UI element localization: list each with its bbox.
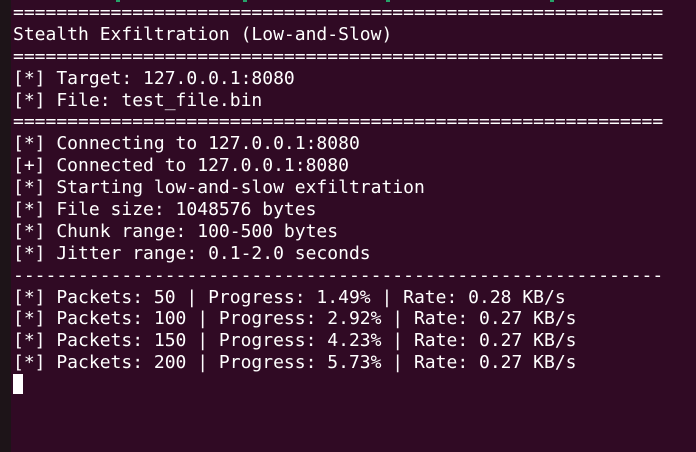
file-line: [*] File: test_file.bin: [13, 89, 263, 111]
previous-output-fragment: [0, 0, 696, 3]
window-left-edge: [0, 0, 11, 452]
log-line: [*] File size: 1048576 bytes: [13, 199, 317, 221]
terminal-output[interactable]: ========================================…: [13, 2, 696, 396]
log-line: [*] Starting low-and-slow exfiltration: [13, 177, 425, 199]
separator-line: ========================================…: [13, 2, 664, 23]
banner-title: Stealth Exfiltration (Low-and-Slow): [13, 23, 393, 45]
separator-line: ========================================…: [13, 111, 664, 133]
log-line: [*] Chunk range: 100-500 bytes: [13, 220, 339, 242]
log-line: [*] Jitter range: 0.1-2.0 seconds: [13, 242, 371, 264]
progress-line: [*] Packets: 100 | Progress: 2.92% | Rat…: [13, 308, 577, 330]
progress-line: [*] Packets: 50 | Progress: 1.49% | Rate…: [13, 286, 566, 308]
terminal-cursor: [13, 374, 23, 395]
progress-line: [*] Packets: 200 | Progress: 5.73% | Rat…: [13, 352, 577, 374]
dash-separator: ----------------------------------------…: [13, 264, 664, 286]
target-line: [*] Target: 127.0.0.1:8080: [13, 67, 295, 89]
log-line: [*] Connecting to 127.0.0.1:8080: [13, 133, 360, 155]
progress-line: [*] Packets: 150 | Progress: 4.23% | Rat…: [13, 330, 577, 352]
log-line: [+] Connected to 127.0.0.1:8080: [13, 155, 349, 177]
separator-line: ========================================…: [13, 45, 664, 67]
